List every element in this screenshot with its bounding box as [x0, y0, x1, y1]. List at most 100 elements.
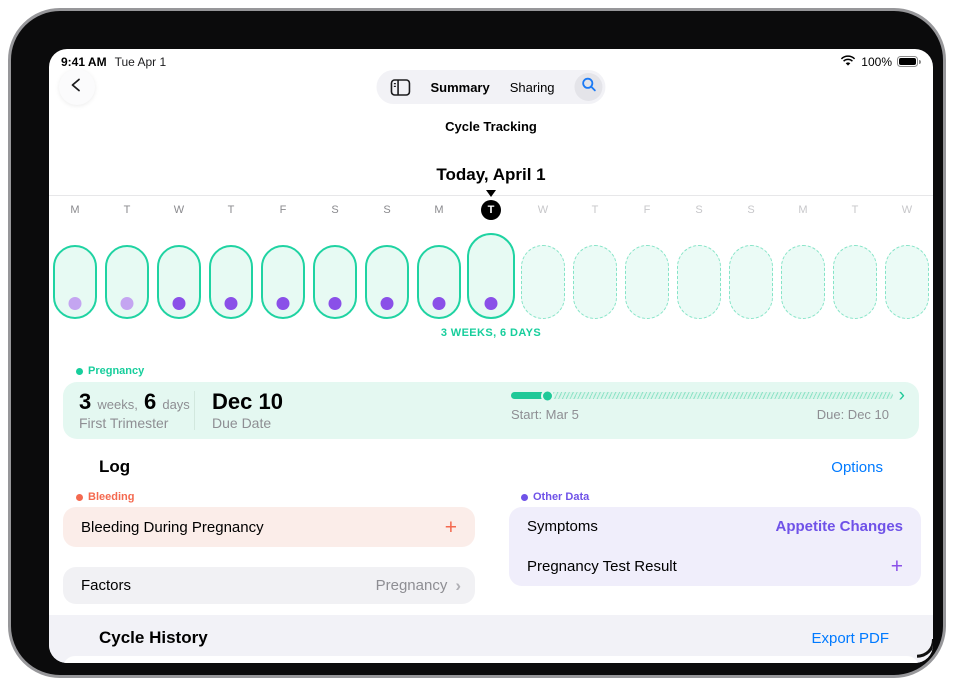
- today-pointer-icon: [486, 190, 496, 197]
- day-letter[interactable]: F: [279, 204, 287, 216]
- due-date-block: Dec 10 Due Date: [212, 389, 283, 431]
- day-oval[interactable]: [833, 245, 877, 319]
- sidebar-toggle-icon[interactable]: [390, 78, 411, 96]
- day-letter[interactable]: M: [798, 204, 808, 216]
- day-oval[interactable]: [625, 245, 669, 319]
- day-letter[interactable]: T: [591, 204, 599, 216]
- wifi-icon: [840, 54, 856, 70]
- gestation-block: 3 weeks, 6 days First Trimester: [79, 389, 190, 431]
- log-entry-dot-icon: [484, 297, 498, 310]
- cycle-history-title: Cycle History: [99, 628, 208, 647]
- add-bleeding-icon[interactable]: +: [444, 515, 457, 539]
- factors-value: Pregnancy: [375, 577, 448, 594]
- factors-label: Factors: [81, 577, 132, 594]
- day-oval[interactable]: [677, 245, 721, 319]
- day-letter[interactable]: T: [227, 204, 235, 216]
- trimester-label: First Trimester: [79, 415, 169, 432]
- chevron-left-icon: [68, 76, 86, 99]
- day-letter[interactable]: M: [70, 204, 80, 216]
- screen: 9:41 AM Tue Apr 1 100%: [49, 49, 933, 663]
- options-link[interactable]: Options: [831, 458, 883, 476]
- search-icon: [581, 77, 596, 97]
- pregnancy-duration-label: 3 WEEKS, 6 DAYS: [440, 327, 542, 339]
- bleeding-section-label: Bleeding: [76, 491, 134, 503]
- day-letter[interactable]: S: [331, 204, 339, 216]
- day-letter[interactable]: T: [851, 204, 859, 216]
- day-oval[interactable]: [313, 245, 357, 319]
- days-value: 6: [143, 389, 157, 414]
- day-letter[interactable]: W: [537, 204, 549, 216]
- progress-fill: [511, 389, 555, 402]
- symptoms-label: Symptoms: [527, 518, 598, 536]
- progress-due-label: Due: Dec 10: [816, 407, 889, 422]
- export-pdf-link[interactable]: Export PDF: [811, 629, 889, 647]
- other-data-dot-icon: [521, 493, 528, 501]
- day-letter-today[interactable]: T: [465, 190, 517, 225]
- log-entry-dot-icon: [224, 297, 238, 310]
- cycle-history-card[interactable]: [63, 656, 919, 663]
- pregnancy-test-row[interactable]: Pregnancy Test Result +: [527, 547, 903, 586]
- day-letter[interactable]: S: [695, 204, 703, 216]
- day-oval[interactable]: [157, 245, 201, 319]
- log-entry-dot-icon: [120, 297, 134, 310]
- day-letter[interactable]: S: [383, 204, 391, 216]
- log-entry-dot-icon: [68, 297, 82, 310]
- other-data-section-text: Other Data: [533, 491, 590, 503]
- pregnancy-test-label: Pregnancy Test Result: [527, 557, 677, 575]
- bleeding-dot-icon: [76, 493, 83, 501]
- other-data-card: Symptoms Appetite Changes Pregnancy Test…: [509, 507, 921, 586]
- log-entry-dot-icon: [328, 297, 342, 310]
- day-letter[interactable]: W: [901, 204, 913, 216]
- day-oval[interactable]: [209, 245, 253, 319]
- day-oval[interactable]: [781, 245, 825, 319]
- day-oval[interactable]: [261, 245, 305, 319]
- day-oval[interactable]: [521, 245, 565, 319]
- symptoms-row[interactable]: Symptoms Appetite Changes: [527, 507, 903, 546]
- battery-percent: 100%: [861, 55, 892, 69]
- weeks-unit: weeks,: [97, 397, 138, 412]
- tab-sharing[interactable]: Sharing: [509, 79, 555, 95]
- pregnancy-summary-card[interactable]: 3 weeks, 6 days First Trimester Dec 10 D…: [63, 382, 919, 439]
- day-oval[interactable]: [105, 245, 149, 319]
- day-letter[interactable]: M: [434, 204, 444, 216]
- day-oval[interactable]: [467, 233, 515, 319]
- day-letter[interactable]: S: [747, 204, 755, 216]
- day-oval[interactable]: [53, 245, 97, 319]
- pregnancy-dot-icon: [76, 367, 83, 375]
- chevron-right-icon[interactable]: ›: [898, 385, 905, 406]
- battery-icon: [897, 56, 921, 68]
- cycle-history-header: Cycle History Export PDF: [99, 628, 889, 648]
- log-entry-dot-icon: [172, 297, 186, 310]
- symptoms-value-link[interactable]: Appetite Changes: [775, 518, 903, 536]
- back-button[interactable]: [59, 69, 95, 105]
- day-letter[interactable]: F: [643, 204, 651, 216]
- other-data-section-label: Other Data: [521, 491, 589, 503]
- pregnancy-section-text: Pregnancy: [88, 365, 145, 377]
- chevron-right-icon: ›: [455, 575, 461, 595]
- day-oval[interactable]: [573, 245, 617, 319]
- progress-start-label: Start: Mar 5: [511, 407, 579, 422]
- ipad-bezel: 9:41 AM Tue Apr 1 100%: [8, 8, 946, 678]
- tab-summary[interactable]: Summary: [430, 79, 490, 95]
- day-letter[interactable]: T: [123, 204, 131, 216]
- status-date: Tue Apr 1: [114, 55, 167, 69]
- weeks-value: 3: [79, 389, 92, 414]
- selected-date-title: Today, April 1: [436, 165, 546, 184]
- day-oval[interactable]: [417, 245, 461, 319]
- bleeding-card[interactable]: Bleeding During Pregnancy +: [63, 507, 475, 547]
- day-letter[interactable]: W: [173, 204, 185, 216]
- day-oval[interactable]: [729, 245, 773, 319]
- day-oval[interactable]: [885, 245, 929, 319]
- search-button[interactable]: [574, 73, 603, 101]
- log-entry-dot-icon: [380, 297, 394, 310]
- add-pregnancy-test-icon[interactable]: +: [890, 554, 903, 578]
- ovals-row: [49, 231, 933, 319]
- progress-track: [511, 389, 893, 402]
- status-time: 9:41 AM: [61, 55, 107, 69]
- day-oval[interactable]: [365, 245, 409, 319]
- factors-card[interactable]: Factors Pregnancy ›: [63, 567, 475, 604]
- log-title: Log: [99, 457, 131, 476]
- pregnancy-section-label: Pregnancy: [76, 365, 144, 377]
